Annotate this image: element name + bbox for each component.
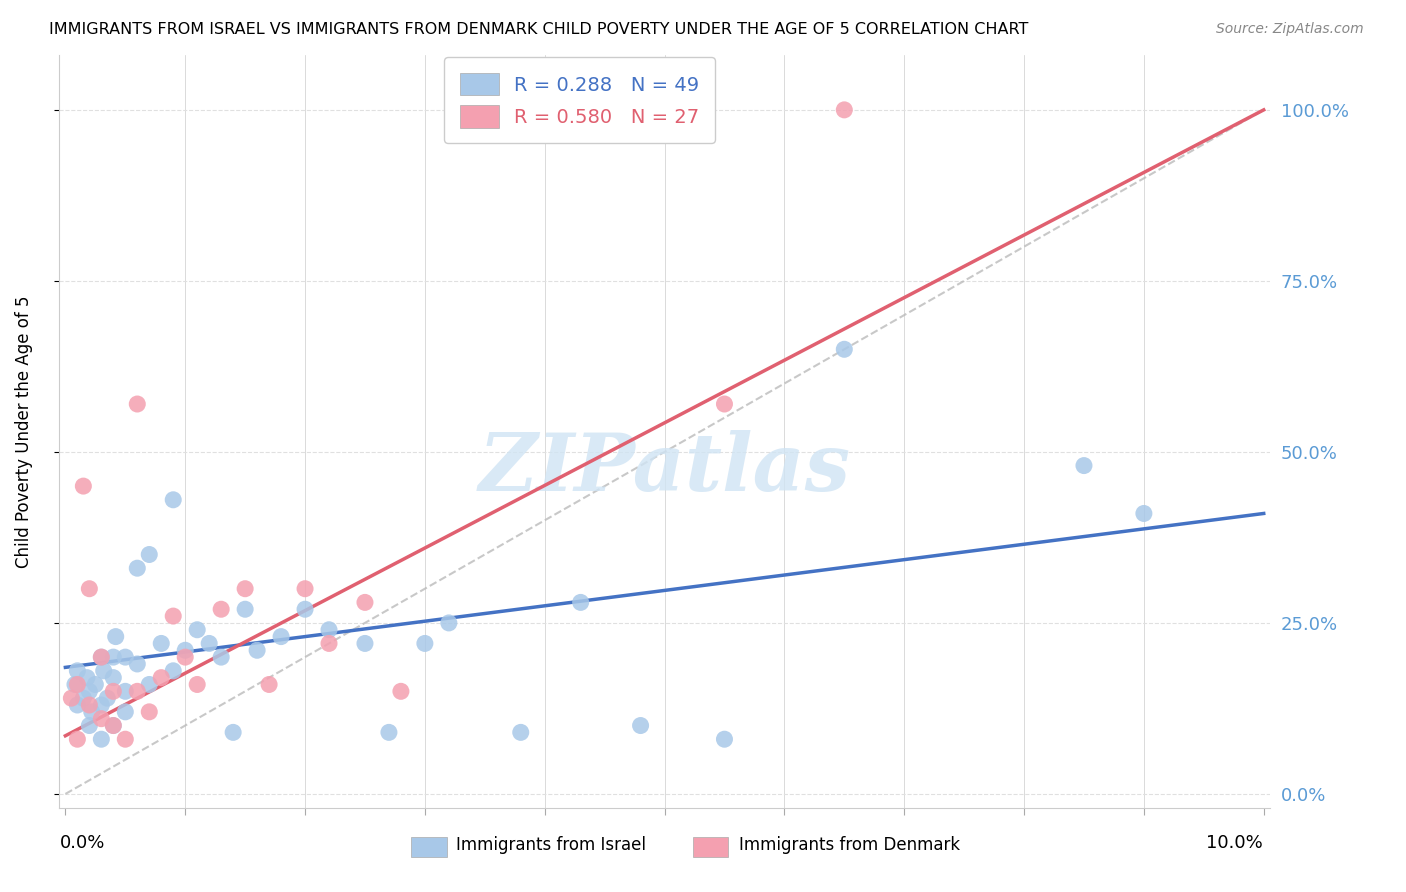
Point — [79, 718, 101, 732]
Point — [79, 698, 101, 712]
Point — [509, 725, 531, 739]
Point — [90, 712, 112, 726]
Point — [186, 623, 208, 637]
Point — [209, 602, 232, 616]
Point — [138, 548, 160, 562]
Point — [114, 705, 136, 719]
Point — [569, 595, 592, 609]
Point — [72, 479, 94, 493]
Point — [96, 691, 118, 706]
Point — [150, 671, 173, 685]
Point — [257, 677, 280, 691]
Point — [66, 677, 89, 691]
Text: 0.0%: 0.0% — [59, 834, 105, 852]
Point — [198, 636, 221, 650]
Point — [222, 725, 245, 739]
Point — [76, 671, 98, 685]
Point — [318, 623, 340, 637]
Point — [103, 650, 125, 665]
Point — [233, 582, 256, 596]
Point — [127, 657, 149, 671]
Point — [80, 705, 103, 719]
Point — [389, 684, 412, 698]
Point — [79, 684, 101, 698]
Point — [66, 732, 89, 747]
Point — [246, 643, 269, 657]
Point — [294, 602, 316, 616]
Point — [63, 677, 86, 691]
Point — [60, 691, 83, 706]
Point — [186, 677, 208, 691]
Point — [103, 718, 125, 732]
Text: IMMIGRANTS FROM ISRAEL VS IMMIGRANTS FROM DENMARK CHILD POVERTY UNDER THE AGE OF: IMMIGRANTS FROM ISRAEL VS IMMIGRANTS FRO… — [49, 22, 1029, 37]
Point — [127, 684, 149, 698]
Point — [72, 691, 94, 706]
Text: Source: ZipAtlas.com: Source: ZipAtlas.com — [1216, 22, 1364, 37]
Point — [66, 698, 89, 712]
Point — [90, 732, 112, 747]
Point — [103, 671, 125, 685]
Point — [162, 492, 184, 507]
Point — [270, 630, 292, 644]
Point — [66, 664, 89, 678]
Point — [378, 725, 401, 739]
Point — [413, 636, 436, 650]
Point — [84, 677, 107, 691]
Text: ZIPatlas: ZIPatlas — [478, 430, 851, 508]
Point — [713, 732, 735, 747]
Point — [138, 677, 160, 691]
Point — [832, 343, 855, 357]
Point — [90, 650, 112, 665]
Point — [150, 636, 173, 650]
Point — [114, 650, 136, 665]
Point — [127, 397, 149, 411]
Point — [354, 595, 377, 609]
Point — [174, 650, 197, 665]
Point — [90, 650, 112, 665]
Point — [354, 636, 377, 650]
Y-axis label: Child Poverty Under the Age of 5: Child Poverty Under the Age of 5 — [15, 295, 32, 567]
Point — [104, 630, 127, 644]
Point — [162, 609, 184, 624]
Text: 10.0%: 10.0% — [1206, 834, 1263, 852]
Point — [437, 615, 460, 630]
Point — [93, 664, 115, 678]
Point — [294, 582, 316, 596]
Point — [127, 561, 149, 575]
Point — [162, 664, 184, 678]
Point — [174, 643, 197, 657]
Point — [318, 636, 340, 650]
Point — [233, 602, 256, 616]
Text: Immigrants from Israel: Immigrants from Israel — [457, 836, 647, 854]
Point — [103, 718, 125, 732]
Point — [114, 684, 136, 698]
Legend: R = 0.288   N = 49, R = 0.580   N = 27: R = 0.288 N = 49, R = 0.580 N = 27 — [444, 57, 716, 143]
Point — [114, 732, 136, 747]
Point — [209, 650, 232, 665]
Point — [1133, 507, 1156, 521]
Point — [1073, 458, 1095, 473]
Point — [103, 684, 125, 698]
Point — [713, 397, 735, 411]
Point — [79, 582, 101, 596]
Point — [832, 103, 855, 117]
Point — [90, 698, 112, 712]
Point — [138, 705, 160, 719]
Text: Immigrants from Denmark: Immigrants from Denmark — [740, 836, 960, 854]
Point — [630, 718, 652, 732]
